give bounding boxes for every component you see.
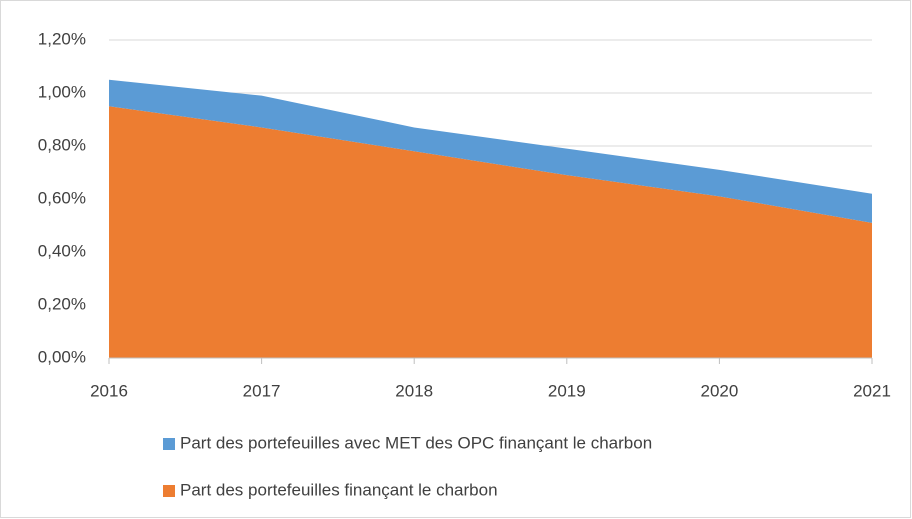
x-tick-label: 2016: [90, 381, 128, 400]
y-tick-label: 0,40%: [38, 241, 86, 260]
y-tick-label: 0,20%: [38, 294, 86, 313]
x-tick-label: 2018: [395, 381, 433, 400]
legend-label: Part des portefeuilles avec MET des OPC …: [180, 433, 652, 452]
legend-swatch: [163, 485, 175, 497]
x-tick-label: 2020: [700, 381, 738, 400]
y-tick-label: 1,20%: [38, 29, 86, 48]
y-tick-label: 1,00%: [38, 82, 86, 101]
y-tick-label: 0,60%: [38, 188, 86, 207]
legend-swatch: [163, 438, 175, 450]
legend-label: Part des portefeuilles finançant le char…: [180, 480, 498, 499]
area: [109, 106, 872, 358]
x-tick-label: 2017: [243, 381, 281, 400]
x-tick-label: 2021: [853, 381, 891, 400]
x-tick-label: 2019: [548, 381, 586, 400]
y-tick-label: 0,80%: [38, 135, 86, 154]
y-tick-label: 0,00%: [38, 347, 86, 366]
area: [109, 79, 872, 223]
